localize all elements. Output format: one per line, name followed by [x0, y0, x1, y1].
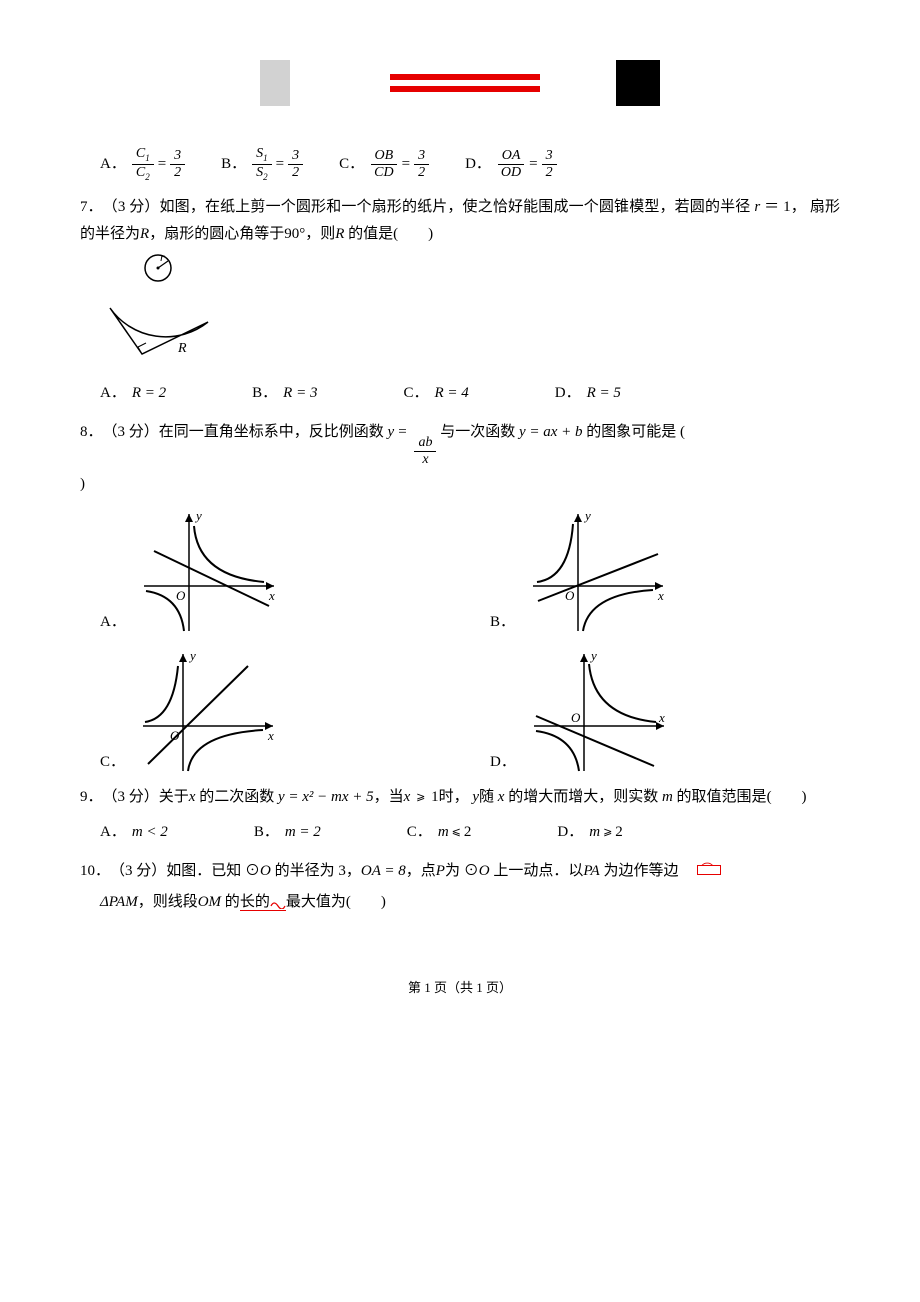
- fraction: OA OD: [497, 148, 525, 180]
- hyperbola-q4-icon: [188, 730, 263, 771]
- svg-text:x: x: [658, 710, 665, 725]
- hyperbola-q2-icon: [537, 524, 573, 582]
- graph-a-svg: O x y: [134, 506, 284, 636]
- q6-option-b: B． S1 S2 = 3 2: [221, 146, 303, 182]
- line-icon: [538, 554, 658, 601]
- option-label: C．: [339, 151, 364, 178]
- red-wave-icon: [270, 897, 286, 909]
- red-mark-icon: ⌒: [697, 865, 721, 875]
- q7-option-a: A．R = 2: [100, 380, 166, 407]
- svg-text:x: x: [267, 728, 274, 743]
- q7-option-c: C．R = 4: [403, 380, 468, 407]
- q9-option-a: A．m < 2: [100, 819, 168, 846]
- svg-text:O: O: [571, 710, 581, 725]
- svg-text:O: O: [176, 588, 186, 603]
- fraction: C1 C2: [132, 146, 154, 182]
- q10-stem-line2: ΔPAM，则线段OM 的长的最大值为( ): [80, 889, 840, 916]
- hyperbola-q1-icon: [194, 526, 264, 582]
- q9-option-d: D． m ⩾ 2: [557, 819, 622, 846]
- graph-b-svg: O x y: [523, 506, 673, 636]
- arrow-up-icon: [179, 654, 187, 662]
- hyperbola-q4-icon: [583, 590, 653, 631]
- header-banner: [260, 60, 660, 106]
- q9-option-b: B．m = 2: [254, 819, 321, 846]
- fraction-rhs: 3 2: [288, 148, 303, 180]
- q8-stem-close: ): [80, 471, 840, 498]
- svg-text:x: x: [268, 588, 275, 603]
- big-r-label: R: [177, 341, 187, 356]
- q8-graph-c: C． O x y: [100, 646, 450, 776]
- banner-black: [616, 60, 660, 106]
- option-label: B．: [221, 151, 246, 178]
- fraction: S1 S2: [252, 146, 272, 182]
- arrow-up-icon: [185, 514, 193, 522]
- q9-option-c: C． m ⩽ 2: [407, 819, 472, 846]
- svg-text:y: y: [583, 508, 591, 523]
- q7-option-b: B．R = 3: [252, 380, 317, 407]
- hyperbola-q1-icon: [589, 664, 656, 722]
- q8-stem: 8．（3 分）在同一直角坐标系中，反比例函数 y= ab x 与一次函数 y =…: [80, 419, 840, 467]
- page-footer: 第 1 页（共 1 页）: [80, 976, 840, 999]
- banner-inner: [290, 60, 660, 106]
- svg-text:y: y: [188, 648, 196, 663]
- option-label: D．: [465, 151, 491, 178]
- q6-option-c: C． OB CD = 3 2: [339, 146, 429, 182]
- graph-c-svg: O x y: [133, 646, 283, 776]
- banner-red-line-1: [390, 74, 540, 80]
- fraction: OB CD: [370, 148, 397, 180]
- fraction-rhs: 3 2: [414, 148, 429, 180]
- q6-option-d: D． OA OD = 3 2: [465, 146, 557, 182]
- option-label: A．: [100, 151, 126, 178]
- q9-stem: 9．（3 分）关于x 的二次函数 y = x² − mx + 5，当x ⩾ 1时…: [80, 784, 840, 811]
- fraction-rhs: 3 2: [170, 148, 185, 180]
- arrow-up-icon: [574, 514, 582, 522]
- q10-stem: 10．（3 分）如图．已知 ⊙O 的半径为 3，OA = 8，点P为 ⊙O 上一…: [80, 858, 840, 885]
- q8-graphs: A． O x y B．: [100, 506, 840, 776]
- hyperbola-q2-icon: [145, 666, 178, 722]
- q6-option-a: A． C1 C2 = 3 2: [100, 146, 185, 182]
- fraction-rhs: 3 2: [542, 148, 557, 180]
- svg-text:y: y: [589, 648, 597, 663]
- svg-text:y: y: [194, 508, 202, 523]
- svg-text:x: x: [657, 588, 664, 603]
- sector-icon: [110, 308, 208, 354]
- q6-options: A． C1 C2 = 3 2 B． S1 S2 = 3 2 C．: [100, 146, 840, 186]
- red-underline: 长的: [240, 894, 286, 911]
- arrow-up-icon: [580, 654, 588, 662]
- line-icon: [154, 551, 269, 606]
- q7-option-d: D．R = 5: [555, 380, 621, 407]
- banner-red-line-2: [390, 86, 540, 92]
- q7-stem: 7．（3 分）如图，在纸上剪一个圆形和一个扇形的纸片，使之恰好能围成一个圆锥模型…: [80, 194, 840, 248]
- line-icon: [536, 716, 654, 766]
- graph-d-svg: O x y: [524, 646, 674, 776]
- q8-graph-b: B． O x y: [490, 506, 840, 636]
- hyperbola-q3-icon: [536, 731, 579, 771]
- q7-options: A．R = 2 B．R = 3 C．R = 4 D．R = 5: [100, 380, 840, 411]
- q7-figure: r R: [100, 252, 840, 372]
- r-label: r: [160, 252, 165, 264]
- q8-graph-d: D． O x y: [490, 646, 840, 776]
- q9-options: A．m < 2 B．m = 2 C． m ⩽ 2 D． m ⩾ 2: [100, 819, 840, 850]
- q8-graph-a: A． O x y: [100, 506, 450, 636]
